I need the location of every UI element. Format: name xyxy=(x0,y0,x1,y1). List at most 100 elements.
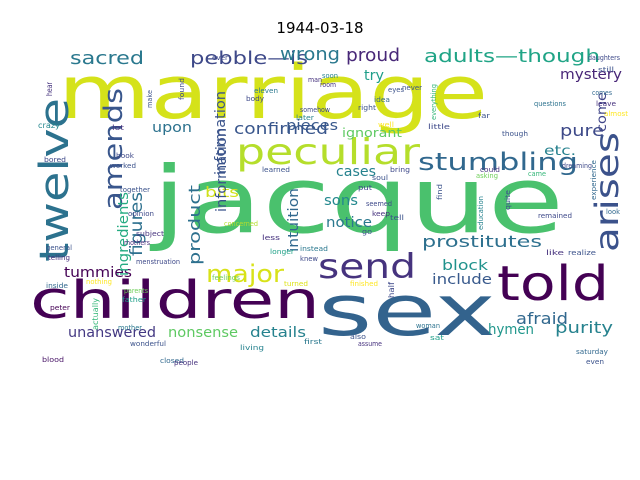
word-bring: bring xyxy=(390,166,410,174)
word-pure: pure xyxy=(560,121,604,140)
word-asking: asking xyxy=(476,172,498,180)
word-half: half xyxy=(387,282,396,298)
word-jacque: jacque xyxy=(149,147,564,254)
word-questions: questions xyxy=(534,100,566,108)
word-body: body xyxy=(246,95,264,103)
word-concerned: concerned xyxy=(224,220,258,228)
word-product: product xyxy=(185,185,204,265)
word-assume: assume xyxy=(358,340,382,348)
word-make: make xyxy=(146,90,154,108)
word-proud: proud xyxy=(346,45,400,66)
word-prostitutes: prostitutes xyxy=(422,232,542,251)
word-unanswered: unanswered xyxy=(68,325,156,341)
word-peculiar: peculiar xyxy=(236,132,420,173)
word-feelings: feelings xyxy=(212,274,240,282)
word-parents: parents xyxy=(124,287,148,295)
word-sacred: sacred xyxy=(70,48,144,69)
word-finished: finished xyxy=(350,280,378,288)
word-came: came xyxy=(528,170,546,178)
word-details: details xyxy=(250,325,306,341)
word-nothing: nothing xyxy=(86,278,112,286)
word-leave: leave xyxy=(596,100,616,108)
word-learned: learned xyxy=(262,166,290,174)
word-children: children xyxy=(30,271,320,331)
word-book: book xyxy=(116,152,135,160)
word-come: come xyxy=(595,92,610,132)
word-peter: peter xyxy=(50,304,70,312)
word-arises: arises xyxy=(588,132,626,252)
word-people: people xyxy=(174,359,198,367)
word-somehow: somehow xyxy=(300,106,330,114)
word-also: also xyxy=(350,333,366,341)
word-blood: blood xyxy=(42,356,64,364)
word-wrong: wrong xyxy=(280,44,340,65)
word-pebble-is: pebble—is xyxy=(190,48,308,69)
word-still: still xyxy=(598,66,614,74)
word-figures: figures xyxy=(127,192,147,256)
word-closed: closed xyxy=(160,357,184,365)
word-subject: subject xyxy=(136,230,164,238)
word-little: little xyxy=(428,123,450,131)
word-soon: soon xyxy=(322,72,338,80)
word-go: go xyxy=(362,228,372,236)
word-put: put xyxy=(358,184,372,192)
word-comes: comes xyxy=(592,89,612,97)
word-keep: keep xyxy=(372,210,391,218)
word-intuition: intuition xyxy=(286,188,302,252)
word-living: living xyxy=(240,344,264,352)
word-mothers: mothers xyxy=(124,239,150,247)
word-wonderful: wonderful xyxy=(130,340,166,348)
word-hear: hear xyxy=(45,81,54,96)
word-information: information xyxy=(213,91,229,175)
word-realize: realize xyxy=(568,249,596,257)
word-like: like xyxy=(546,249,564,257)
chart-title: 1944-03-18 xyxy=(276,19,364,37)
word-far: far xyxy=(478,112,490,120)
word-saturday: saturday xyxy=(576,348,608,356)
word-idea: idea xyxy=(374,96,390,104)
word-daughters: daughters xyxy=(588,54,620,62)
word-bored: bored xyxy=(44,156,66,164)
word-tell: tell xyxy=(390,214,404,222)
word-sons: sons xyxy=(324,193,358,209)
word-never: never xyxy=(402,84,422,92)
word-stumbling: stumbling xyxy=(418,148,578,176)
word-sex: sex xyxy=(318,270,496,352)
word-eleven: eleven xyxy=(254,87,278,95)
word-mystery: mystery xyxy=(560,67,622,83)
word-right: right xyxy=(358,104,376,112)
word-general: general xyxy=(46,244,72,252)
word-amends: amends xyxy=(99,88,129,210)
word-twelve: twelve xyxy=(32,98,78,262)
word-send: send xyxy=(318,247,416,287)
word-opinion: opinion xyxy=(128,210,154,218)
word-include: include xyxy=(432,272,492,288)
word-cases: cases xyxy=(336,164,376,180)
word-crazy: crazy xyxy=(38,121,60,130)
word-knew: knew xyxy=(300,255,318,263)
word-worked: worked xyxy=(110,162,136,170)
word-adults-though: adults—though xyxy=(424,46,600,67)
word-ingredients: ingredients xyxy=(116,192,132,276)
word-seemed: seemed xyxy=(366,200,392,208)
word-told: told xyxy=(497,256,609,312)
word-instead: instead xyxy=(300,245,328,253)
word-room: room xyxy=(320,81,336,89)
word-sat: sat xyxy=(430,334,444,342)
word-dreaming: dreaming xyxy=(562,162,592,170)
word-woman: woman xyxy=(416,322,440,330)
word-turned: turned xyxy=(284,280,308,288)
word-notice: notice xyxy=(326,215,372,231)
word-remained: remained xyxy=(538,212,572,220)
word-even: even xyxy=(586,358,604,366)
word-quite: quite xyxy=(504,190,512,210)
word-upon: upon xyxy=(152,120,192,136)
word-ever: ever xyxy=(212,54,228,62)
word-tummies: tummies xyxy=(64,265,132,281)
word-actually: actually xyxy=(91,298,100,330)
word-etc-: etc. xyxy=(544,144,576,159)
word-purity: purity xyxy=(555,318,613,337)
word-major: major xyxy=(206,260,284,288)
word-look: look xyxy=(606,208,621,216)
